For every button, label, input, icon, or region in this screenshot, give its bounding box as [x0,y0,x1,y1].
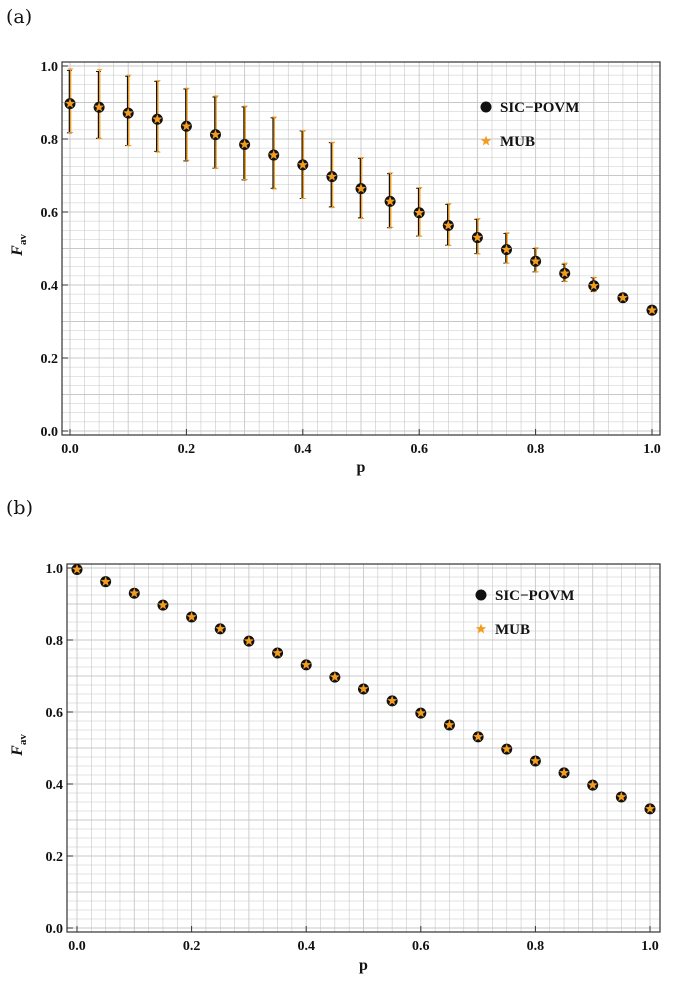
data-marks [71,563,656,815]
point-mub [356,183,366,193]
point-mub [616,791,627,802]
point-mub [559,767,569,778]
point-mub [65,98,75,108]
point-mub [587,779,598,790]
point-mub [329,671,340,682]
point-mub [501,743,512,754]
point-mub [123,107,134,118]
x-tick-label: 0.6 [410,442,428,457]
y-axis-title: Fav [9,234,29,257]
point-mub [647,304,657,315]
x-tick-label: 0.8 [527,442,545,457]
x-tick-label: 1.0 [641,939,659,954]
x-tick-label: 0.0 [61,442,79,457]
data-marks [64,68,658,316]
x-tick-label: 0.2 [183,939,201,954]
panel-label-a: (a) [6,6,33,28]
y-tick-label: 0.2 [46,850,64,865]
y-tick-label: 0.4 [46,778,64,793]
x-tick-label: 0.4 [297,939,315,954]
legend-label-sic-povm: SIC−POVM [495,588,574,604]
chart-a: 0.0 0.2 0.4 0.6 0.8 1.0 0.0 0.2 0.4 0.6 0.8 1.0 p Fav… [9,60,661,476]
point-mub [152,114,163,124]
point-mub [72,564,82,574]
point-mub [444,719,455,730]
point-mub [415,707,426,718]
y-tick-label: 1.0 [41,60,59,75]
y-tick-label: 0.0 [41,425,59,440]
y-tick-label: 0.2 [41,352,59,367]
point-mub [94,102,105,112]
point-mub [100,576,111,586]
x-tick-label: 0.2 [178,442,196,457]
point-mub [443,220,454,230]
legend-marker-sic-povm [475,589,487,601]
x-tick-label: 0.8 [527,939,545,954]
x-tick-label: 0.4 [294,442,312,457]
point-mub [268,149,279,160]
grid [62,62,660,435]
grid [67,564,660,932]
y-tick-label: 0.6 [41,206,59,221]
point-mub [297,159,308,170]
y-tick-label: 0.4 [41,279,59,294]
point-mub [326,171,337,181]
y-tick-label: 0.6 [46,706,64,721]
point-mub [530,755,541,766]
point-mub [301,659,312,670]
y-tick-label: 0.8 [46,634,64,649]
x-axis-title: p [357,459,366,476]
plot-frame [66,563,661,933]
point-mub [559,268,570,278]
point-mub [414,207,425,217]
point-mub [387,695,398,706]
x-tick-label: 1.0 [643,442,661,457]
y-tick-label: 0.8 [41,133,59,148]
point-mub [158,599,168,610]
panel-label-b: (b) [6,497,33,519]
point-mub [272,647,283,658]
legend: SIC−POVM MUB [475,588,574,638]
point-mub [473,731,484,742]
legend-marker-sic-povm [480,101,492,113]
point-mub [210,129,221,139]
x-tick-label: 0.0 [68,939,86,954]
point-mub [129,588,140,598]
point-mub [645,803,655,814]
legend-label-sic-povm: SIC−POVM [500,100,579,116]
point-mub [472,232,483,242]
legend: SIC−POVM MUB [480,100,579,150]
y-axis-title: Fav [9,734,29,757]
point-mub [617,292,628,302]
point-mub [358,683,369,694]
point-mub [186,611,197,622]
point-mub [215,623,226,634]
x-axis-title: p [359,957,368,974]
point-mub [385,196,396,206]
legend-marker-mub [475,623,487,634]
point-mub [530,256,541,266]
point-mub [181,121,192,131]
point-mub [239,139,250,149]
legend-marker-mub [480,135,492,146]
x-tick-label: 0.6 [412,939,430,954]
point-mub [243,635,254,646]
y-tick-label: 0.0 [46,922,64,937]
legend-label-mub: MUB [500,134,535,150]
point-mub [588,280,599,290]
chart-b: 0.0 0.2 0.4 0.6 0.8 1.0 0.0 0.2 0.4 0.6 0.8 1.0 p Fav… [9,562,661,974]
point-mub [501,244,512,254]
y-tick-label: 1.0 [46,562,64,577]
legend-label-mub: MUB [495,622,530,638]
plot-frame [61,61,661,436]
